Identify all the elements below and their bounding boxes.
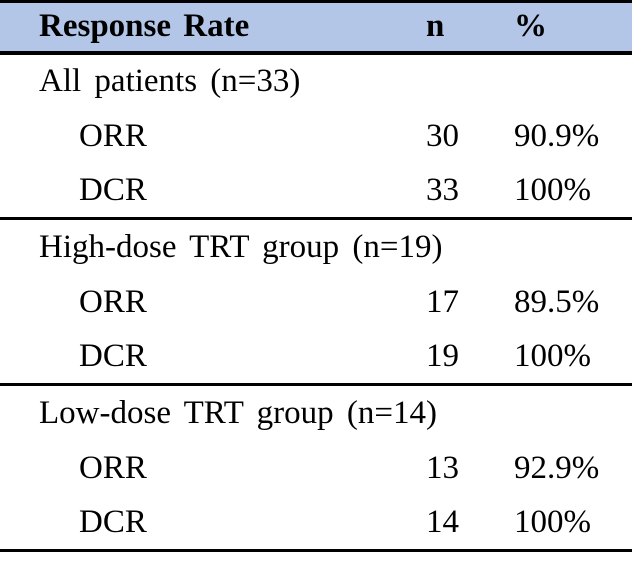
header-percent: % (514, 8, 547, 45)
table-row: ORR 13 92.9% (0, 441, 632, 496)
group-row: Low-dose TRT group (n=14) (0, 385, 632, 441)
n-value: 14 (426, 503, 459, 540)
metric-label: DCR (79, 503, 147, 540)
pct-value: 100% (514, 503, 591, 540)
section-low-dose: Low-dose TRT group (n=14) ORR 13 92.9% D… (0, 385, 632, 551)
group-label: High-dose TRT group (n=19) (39, 228, 443, 265)
pct-value: 100% (514, 171, 591, 208)
metric-label: ORR (79, 117, 147, 154)
n-value: 33 (426, 171, 459, 208)
metric-label: ORR (79, 283, 147, 320)
table-row: ORR 17 89.5% (0, 275, 632, 330)
table-row: DCR 33 100% (0, 164, 632, 219)
table-row: DCR 19 100% (0, 330, 632, 385)
metric-label: ORR (79, 449, 147, 486)
section-high-dose: High-dose TRT group (n=19) ORR 17 89.5% … (0, 219, 632, 385)
header-n: n (426, 8, 445, 45)
group-row: All patients (n=33) (0, 53, 632, 109)
group-row: High-dose TRT group (n=19) (0, 219, 632, 275)
group-label: All patients (n=33) (39, 63, 301, 99)
section-all-patients: All patients (n=33) ORR 30 90.9% DCR 33 … (0, 53, 632, 219)
table-header: Response Rate n % (0, 1, 632, 53)
group-label: Low-dose TRT group (n=14) (39, 394, 437, 431)
metric-label: DCR (79, 337, 147, 374)
pct-value: 90.9% (514, 117, 600, 154)
header-row: Response Rate n % (0, 1, 632, 53)
pct-value: 89.5% (514, 283, 600, 320)
n-value: 19 (426, 337, 459, 374)
table-row: ORR 30 90.9% (0, 109, 632, 164)
table-row: DCR 14 100% (0, 496, 632, 551)
metric-label: DCR (79, 171, 147, 208)
pct-value: 92.9% (514, 449, 600, 486)
response-rate-table: Response Rate n % All patients (n=33) OR… (0, 0, 632, 551)
pct-value: 100% (514, 337, 591, 374)
n-value: 17 (426, 283, 459, 320)
n-value: 30 (426, 117, 459, 154)
n-value: 13 (426, 449, 459, 486)
header-response-rate: Response Rate (39, 8, 250, 45)
